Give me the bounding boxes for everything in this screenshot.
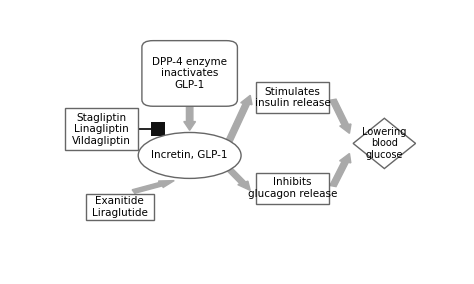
FancyBboxPatch shape <box>65 108 138 150</box>
Text: Lowering
blood
glucose: Lowering blood glucose <box>362 127 407 160</box>
FancyBboxPatch shape <box>142 41 237 106</box>
FancyArrow shape <box>226 167 250 191</box>
Polygon shape <box>353 118 416 169</box>
FancyArrow shape <box>225 95 252 143</box>
Text: Stagliptin
Linagliptin
Vildagliptin: Stagliptin Linagliptin Vildagliptin <box>72 112 131 146</box>
Text: DPP-4 enzyme
inactivates
GLP-1: DPP-4 enzyme inactivates GLP-1 <box>152 57 227 90</box>
FancyBboxPatch shape <box>256 82 329 113</box>
Text: Stimulates
insulin release: Stimulates insulin release <box>255 87 330 108</box>
Text: Exanitide
Liraglutide: Exanitide Liraglutide <box>92 196 148 218</box>
FancyBboxPatch shape <box>86 194 154 220</box>
Text: Inhibits
glucagon release: Inhibits glucagon release <box>248 178 337 199</box>
FancyArrow shape <box>330 153 351 187</box>
FancyArrow shape <box>132 181 174 193</box>
FancyArrow shape <box>330 99 351 133</box>
Ellipse shape <box>138 132 241 178</box>
FancyBboxPatch shape <box>152 122 165 136</box>
FancyBboxPatch shape <box>256 173 329 204</box>
FancyArrow shape <box>184 102 196 130</box>
Text: Incretin, GLP-1: Incretin, GLP-1 <box>151 151 228 160</box>
